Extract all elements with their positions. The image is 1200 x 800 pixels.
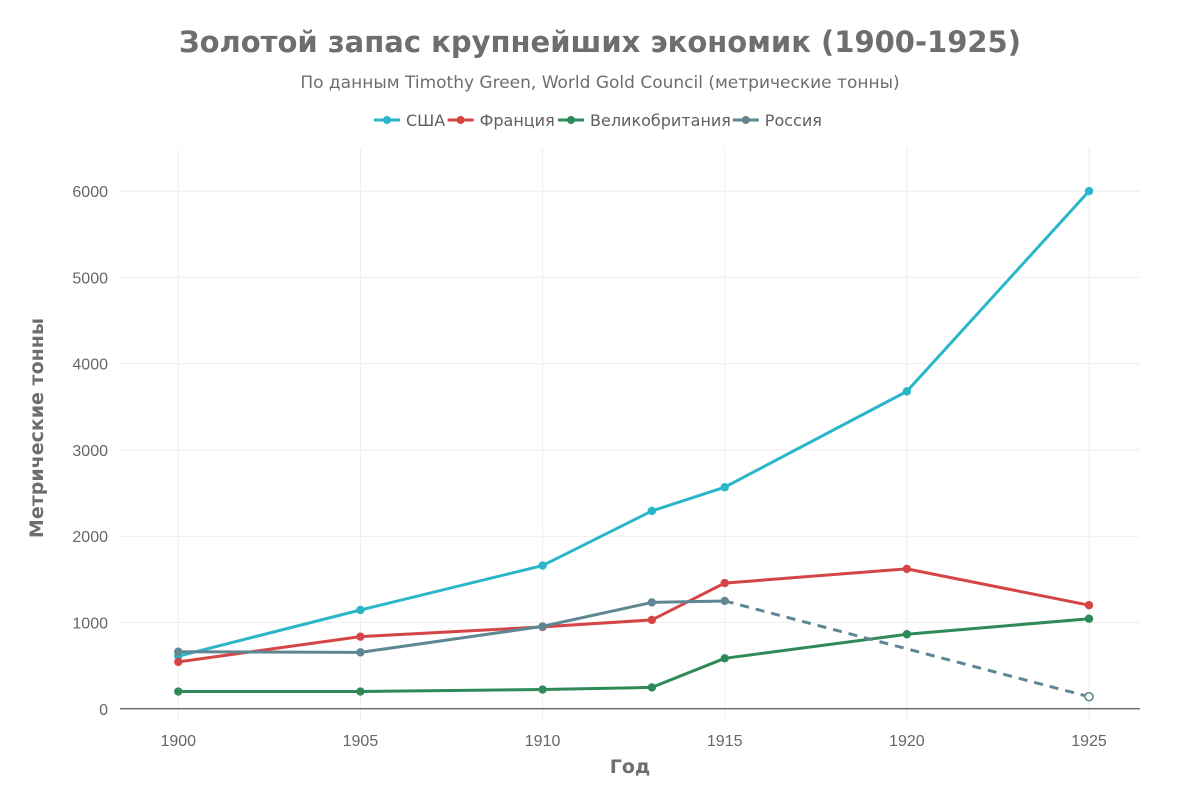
y-axis-title: Метрические тонны xyxy=(26,318,48,538)
y-tick-label: 2000 xyxy=(72,529,108,546)
data-point xyxy=(647,683,657,692)
legend-swatch-marker xyxy=(741,116,750,124)
series-line xyxy=(176,567,1091,664)
data-point xyxy=(538,685,547,694)
chart-title: Золотой запас крупнейших экономик (1900-… xyxy=(179,25,1021,59)
data-point xyxy=(174,647,183,656)
legend-label: США xyxy=(406,111,445,130)
y-tick-label: 5000 xyxy=(72,270,108,287)
projection-end-point xyxy=(1084,691,1094,702)
data-point xyxy=(1084,614,1094,623)
series-2 xyxy=(174,614,1094,696)
data-point xyxy=(538,622,547,631)
data-point xyxy=(174,657,183,667)
chart-subtitle: По данным Timothy Green, World Gold Coun… xyxy=(300,73,899,93)
grid xyxy=(120,148,1140,720)
data-point xyxy=(720,596,729,606)
data-point xyxy=(720,654,729,663)
legend-item: Великобритания xyxy=(558,111,731,130)
data-point xyxy=(1084,600,1094,610)
legend-item: Франция xyxy=(447,111,555,130)
legend-item: США xyxy=(374,111,445,130)
data-point xyxy=(356,687,365,696)
series-line xyxy=(176,599,727,654)
data-point xyxy=(174,687,183,696)
data-point xyxy=(720,578,729,588)
data-point xyxy=(647,615,657,625)
series-0 xyxy=(174,186,1094,661)
data-point xyxy=(720,483,729,492)
data-point xyxy=(902,387,912,396)
x-tick-label: 1915 xyxy=(707,733,743,750)
legend-swatch-marker xyxy=(456,116,465,124)
x-tick-label: 1925 xyxy=(1071,733,1107,750)
data-point xyxy=(356,605,365,615)
data-point xyxy=(538,561,547,570)
y-tick-label: 4000 xyxy=(72,357,108,374)
data-point xyxy=(902,630,912,639)
legend-item: Россия xyxy=(732,111,822,130)
legend-label: Франция xyxy=(480,111,555,130)
data-point xyxy=(647,506,657,516)
x-tick-label: 1900 xyxy=(160,733,196,750)
x-axis-title: Год xyxy=(610,756,651,778)
series-layer xyxy=(174,186,1094,702)
y-tick-label: 3000 xyxy=(72,443,108,460)
x-tick-label: 1905 xyxy=(343,733,379,750)
axes: 1900 1905 1910 1915 1920 1925 0 1000 2000 3000 400… xyxy=(72,184,1140,750)
data-point xyxy=(902,564,912,574)
legend-swatch-marker xyxy=(383,116,391,124)
data-point xyxy=(1084,186,1094,196)
legend-label: Великобритания xyxy=(590,111,731,130)
series-line xyxy=(176,189,1091,658)
data-point xyxy=(356,648,365,657)
data-point xyxy=(647,598,657,607)
y-tick-label: 1000 xyxy=(72,616,108,633)
y-tick-label: 6000 xyxy=(72,184,108,201)
legend-swatch-marker xyxy=(567,116,575,124)
legend-label: Россия xyxy=(765,111,822,130)
x-tick-label: 1920 xyxy=(889,733,925,750)
series-line xyxy=(176,617,1091,694)
legend: США Франция Великобритания Россия xyxy=(374,111,822,130)
x-tick-label: 1910 xyxy=(525,733,561,750)
data-point xyxy=(356,632,365,641)
series-3 xyxy=(174,596,1094,702)
y-tick-label: 0 xyxy=(99,702,108,719)
